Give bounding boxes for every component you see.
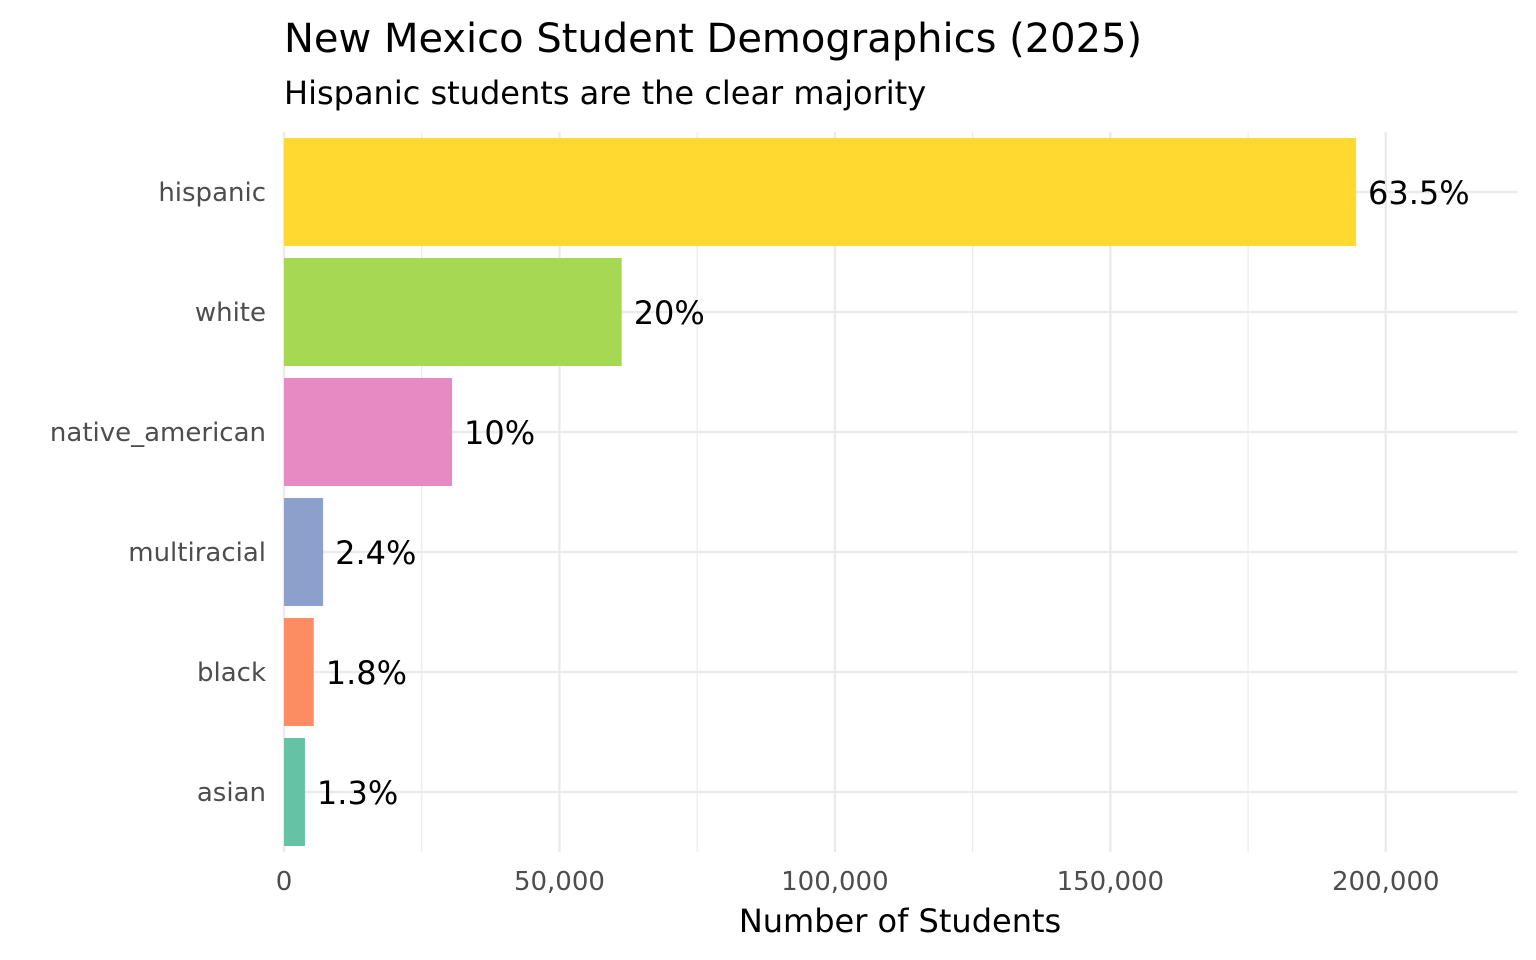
y-tick-label: multiracial — [128, 538, 266, 568]
x-axis-label: Number of Students — [739, 902, 1061, 940]
chart-subtitle: Hispanic students are the clear majority — [284, 74, 926, 112]
y-tick-label: black — [197, 658, 266, 688]
bar-black — [284, 618, 314, 726]
chart-title: New Mexico Student Demographics (2025) — [284, 16, 1142, 62]
x-tick-label: 50,000 — [514, 867, 605, 897]
data-label-multiracial: 2.4% — [335, 534, 416, 572]
data-label-hispanic: 63.5% — [1368, 174, 1470, 212]
bar-multiracial — [284, 498, 324, 606]
data-label-native_american: 10% — [464, 414, 535, 452]
data-label-black: 1.8% — [326, 654, 407, 692]
bar-hispanic — [284, 138, 1357, 246]
bar-asian — [284, 738, 305, 846]
y-tick-label: native_american — [50, 418, 266, 448]
bar-white — [284, 258, 622, 366]
bar-native_american — [284, 378, 453, 486]
data-label-asian: 1.3% — [317, 774, 398, 812]
x-tick-label: 150,000 — [1057, 867, 1165, 897]
x-tick-label: 200,000 — [1332, 867, 1440, 897]
x-tick-label: 100,000 — [781, 867, 889, 897]
y-tick-label: white — [195, 298, 266, 328]
y-tick-label: asian — [197, 778, 266, 808]
y-tick-label: hispanic — [158, 178, 266, 208]
x-tick-label: 0 — [276, 867, 293, 897]
data-label-white: 20% — [634, 294, 705, 332]
